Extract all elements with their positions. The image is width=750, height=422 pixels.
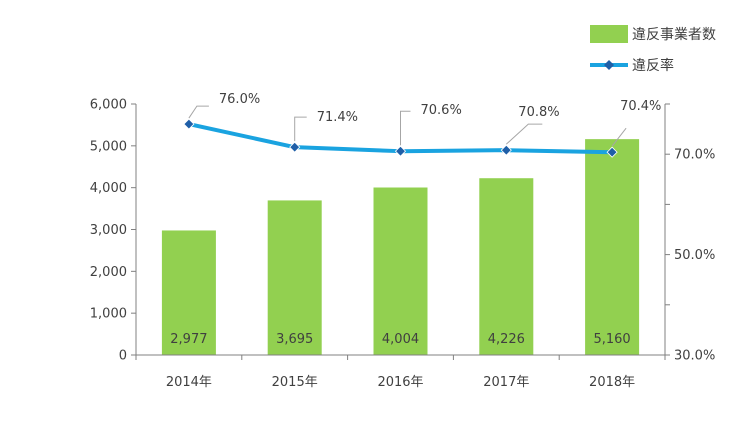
bar-2018年 — [585, 139, 640, 355]
rate-marker — [183, 118, 195, 130]
bar-value-label: 4,004 — [382, 332, 419, 347]
axes: 0 1,000 2,000 3,000 4,000 5,000 6,000 30.0% 50.0… — [90, 98, 716, 391]
rate-value-label: 71.4% — [317, 110, 358, 125]
legend-label-bars: 違反事業者数 — [632, 27, 716, 43]
bar-2016年 — [373, 187, 428, 355]
y-left-tick-label: 0 — [119, 349, 127, 364]
data-labels: 2,977 3,695 4,004 4,226 5,160 76.0% 71.4% 70.6%… — [170, 92, 661, 347]
bar-2017年 — [479, 178, 534, 355]
x-tick-label: 2018年 — [589, 375, 635, 390]
rate-marker — [500, 144, 512, 156]
bar-2015年 — [267, 200, 322, 355]
y-left-tick-label: 5,000 — [90, 139, 127, 154]
y-right-tick-label: 70.0% — [674, 148, 715, 163]
rate-value-label: 70.4% — [620, 99, 661, 114]
x-tick-label: 2014年 — [166, 375, 212, 390]
y-left-tick-label: 2,000 — [90, 265, 127, 280]
x-tick-label: 2015年 — [272, 375, 318, 390]
rate-marker — [394, 145, 407, 157]
y-left-tick-label: 4,000 — [90, 181, 127, 196]
bar-value-label: 4,226 — [488, 332, 525, 347]
rate-value-label: 70.6% — [421, 103, 462, 118]
leader-line — [505, 123, 543, 145]
leader-line — [188, 105, 209, 119]
rate-value-label: 76.0% — [219, 92, 260, 107]
rate-marker — [289, 141, 301, 153]
bar-value-label: 3,695 — [276, 332, 313, 347]
leader-line — [294, 116, 307, 142]
y-right-tick-label: 50.0% — [674, 248, 715, 263]
bar-value-label: 2,977 — [170, 332, 207, 347]
leader-lines — [188, 105, 627, 147]
rate-marker — [606, 146, 618, 158]
y-left-tick-label: 1,000 — [90, 307, 127, 322]
x-tick-label: 2017年 — [483, 375, 529, 390]
y-left-tick-label: 3,000 — [90, 223, 127, 238]
leader-line — [400, 110, 411, 146]
bar-series — [161, 139, 640, 355]
leader-line — [611, 127, 627, 147]
x-tick-label: 2016年 — [377, 375, 423, 390]
y-right-tick-label: 30.0% — [674, 349, 715, 364]
bar-value-label: 5,160 — [593, 332, 630, 347]
legend-swatch-marker — [604, 60, 614, 70]
legend-label-line: 違反率 — [632, 57, 674, 74]
rate-value-label: 70.8% — [518, 105, 559, 120]
bar-2014年 — [161, 230, 216, 355]
y-left-tick-label: 6,000 — [90, 98, 127, 113]
line-series — [183, 118, 618, 158]
legend-swatch-bars — [590, 25, 628, 43]
